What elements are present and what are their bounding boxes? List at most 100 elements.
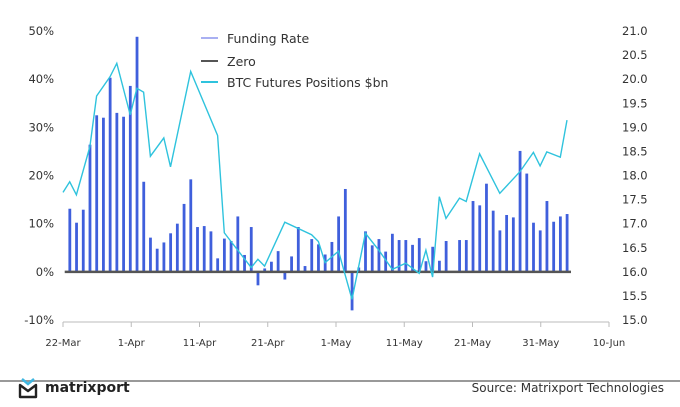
left-tick-label: 40% — [28, 72, 54, 86]
funding-rate-bar — [276, 251, 280, 272]
funding-rate-bar — [102, 117, 105, 272]
funding-rate-bar — [357, 267, 361, 272]
source-note: Source: Matrixport Technologies — [471, 381, 664, 395]
funding-rate-bar — [552, 221, 556, 272]
funding-rate-bar — [263, 268, 267, 272]
right-tick-label: 15.5 — [622, 289, 648, 303]
funding-rate-bar — [390, 233, 394, 272]
funding-rate-bar — [478, 205, 482, 272]
funding-rate-bar — [189, 179, 193, 272]
funding-rate-bar — [485, 183, 488, 272]
btc-futures-positions-line — [62, 61, 568, 300]
x-axis: 22-Mar 1-Apr 11-Apr 21-Apr 1-May 11-May 21-May… — [45, 322, 625, 349]
x-tick-label: 1-Apr — [118, 338, 146, 349]
right-axis: 15.0 15.5 16.0 16.5 17.0 17.5 18.0 18.5 19.0 19.5… — [622, 24, 648, 327]
funding-rate-bar — [404, 240, 408, 272]
funding-rate-bar — [229, 241, 233, 272]
funding-rate-bar — [236, 216, 240, 272]
funding-rate-bar — [377, 239, 381, 272]
left-tick-label: 0% — [36, 265, 54, 279]
funding-rate-bar — [397, 240, 401, 272]
right-tick-label: 16.0 — [622, 265, 648, 279]
funding-rate-bar — [283, 271, 287, 280]
left-tick-label: -10% — [24, 313, 54, 327]
funding-rate-bar — [122, 116, 125, 272]
legend-funding-label: Funding Rate — [227, 31, 310, 46]
funding-rate-bar — [431, 246, 435, 272]
funding-rate-bar — [558, 216, 562, 272]
funding-rate-bar — [464, 240, 468, 272]
x-tick-label: 21-Apr — [251, 338, 285, 349]
x-tick-label: 10-Jun — [593, 338, 626, 349]
funding-rate-bar — [438, 260, 441, 272]
funding-rate-bar — [505, 214, 509, 272]
funding-rate-bar — [303, 266, 307, 272]
funding-rate-bar — [511, 217, 515, 272]
funding-rate-bar — [491, 210, 495, 272]
funding-rate-bar — [149, 237, 152, 272]
funding-rate-bar — [538, 230, 542, 272]
funding-rate-bar — [142, 181, 146, 272]
funding-rate-bar — [222, 238, 226, 272]
funding-rate-bar — [68, 208, 72, 272]
funding-rate-bar — [88, 144, 92, 272]
left-axis: -10% 0% 10% 20% 30% 40% 50% — [24, 24, 54, 327]
funding-rate-bar — [545, 201, 549, 272]
funding-rate-bar — [444, 241, 448, 272]
x-tick-label: 11-Apr — [183, 338, 217, 349]
funding-rate-bar — [458, 240, 461, 272]
right-tick-label: 20.0 — [622, 72, 648, 86]
funding-rate-bar — [290, 256, 293, 272]
legend-positions-label: BTC Futures Positions $bn — [227, 75, 388, 90]
funding-rate-bar — [128, 85, 132, 272]
funding-rate-bar — [169, 233, 173, 272]
left-tick-label: 30% — [28, 120, 54, 134]
legend: Funding Rate Zero BTC Futures Positions … — [201, 31, 388, 90]
funding-rate-bar — [518, 150, 522, 272]
funding-rate-bar — [417, 238, 421, 272]
funding-rate-bar — [182, 203, 186, 272]
right-tick-label: 17.5 — [622, 193, 648, 207]
funding-rate-bar — [350, 271, 354, 311]
funding-rate-bar — [498, 230, 502, 272]
right-tick-label: 19.5 — [622, 96, 648, 110]
funding-rate-bar — [532, 222, 535, 272]
brand-name: matrixport — [45, 380, 130, 396]
x-tick-label: 21-May — [454, 338, 491, 349]
funding-rate-bar — [75, 222, 78, 272]
footer-divider — [0, 380, 680, 382]
x-tick-label: 22-Mar — [45, 338, 81, 349]
funding-rate-bar — [317, 244, 320, 272]
funding-rate-bar — [370, 245, 374, 272]
funding-rate-bar — [81, 209, 85, 272]
right-tick-label: 15.0 — [622, 313, 648, 327]
matrixport-logo-icon — [18, 378, 38, 399]
funding-rate-bar — [196, 227, 199, 272]
funding-rate-bar — [337, 216, 341, 272]
right-tick-label: 16.5 — [622, 241, 648, 255]
funding-rate-bar — [364, 231, 367, 272]
funding-rate-bar — [175, 223, 179, 272]
right-tick-label: 17.0 — [622, 217, 648, 231]
left-tick-label: 10% — [28, 217, 54, 231]
funding-rate-bar — [243, 254, 246, 272]
funding-rate-bar — [411, 244, 414, 272]
funding-rate-bar — [249, 227, 253, 272]
right-tick-label: 18.5 — [622, 144, 648, 158]
funding-rate-bar — [384, 251, 388, 272]
funding-rate-bar — [565, 214, 569, 272]
funding-rate-bar — [135, 36, 139, 272]
funding-rate-bar — [471, 201, 475, 272]
funding-rate-bar — [256, 271, 260, 286]
x-tick-label: 11-May — [386, 338, 423, 349]
right-tick-label: 19.0 — [622, 120, 648, 134]
legend-zero-label: Zero — [227, 54, 256, 69]
right-tick-label: 21.0 — [622, 24, 648, 38]
right-tick-label: 20.5 — [622, 48, 648, 62]
x-tick-label: 31-May — [522, 338, 559, 349]
funding-rate-bar — [525, 173, 529, 272]
funding-rate-bar — [296, 227, 300, 272]
funding-rate-bar — [115, 112, 119, 272]
right-tick-label: 18.0 — [622, 169, 648, 183]
funding-rate-bar — [108, 77, 112, 272]
